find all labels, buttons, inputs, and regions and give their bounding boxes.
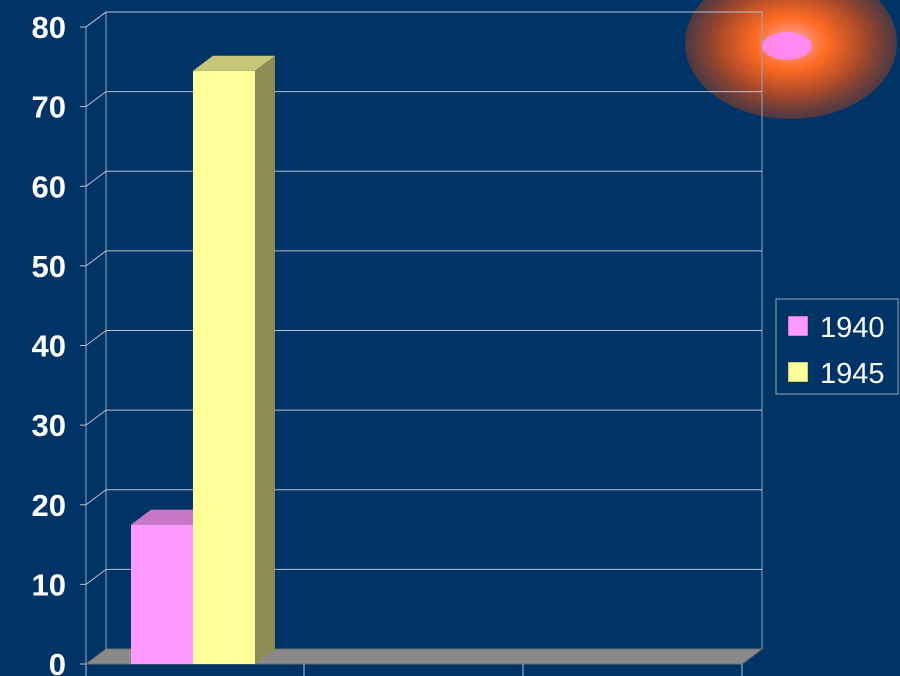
- y-tick-label: 30: [32, 408, 66, 443]
- gridline-side: [85, 489, 107, 506]
- y-tick-label: 0: [49, 647, 66, 676]
- legend-box: [775, 298, 899, 395]
- legend-label-1945: 1945: [820, 358, 885, 390]
- bar-1945: [193, 55, 275, 664]
- gridline-side: [85, 409, 107, 426]
- legend-swatch-1940: [787, 315, 809, 337]
- y-tick-label: 70: [32, 90, 66, 125]
- legend: 1940 1945: [775, 298, 899, 395]
- bar-front: [131, 524, 193, 664]
- y-tick-label: 40: [32, 329, 66, 364]
- legend-swatch-1945: [787, 361, 809, 383]
- bar-side: [255, 55, 275, 664]
- bars: [131, 55, 275, 664]
- bar-top: [193, 55, 275, 71]
- y-tick-label: 50: [32, 249, 66, 284]
- glow-orb-decoration: [685, 0, 897, 119]
- gridline-side: [85, 250, 107, 267]
- gridline-side: [85, 330, 107, 346]
- legend-label-1940: 1940: [820, 312, 885, 344]
- y-tick-label: 10: [32, 567, 66, 602]
- gridline-side: [85, 11, 107, 28]
- y-tick-label: 80: [32, 10, 66, 45]
- gridlines: [85, 11, 762, 585]
- bar-front: [193, 70, 255, 664]
- y-axis-tick-labels: 0 10 20 30 40 50 60 70 80: [32, 10, 86, 676]
- gridline-side: [85, 91, 107, 108]
- gridline-side: [85, 170, 107, 187]
- y-tick-label: 20: [32, 488, 66, 523]
- bar-top: [131, 509, 213, 525]
- y-tick-label: 60: [32, 169, 66, 204]
- gridline-side: [85, 568, 107, 585]
